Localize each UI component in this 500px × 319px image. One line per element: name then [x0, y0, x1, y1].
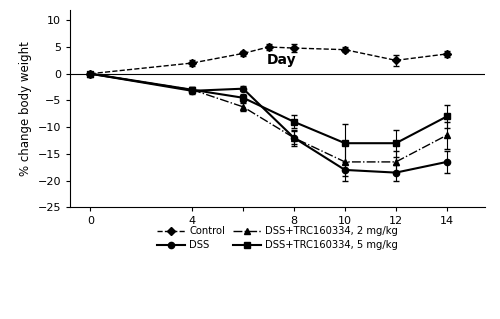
Legend: Control, DSS, DSS+TRC160334, 2 mg/kg, DSS+TRC160334, 5 mg/kg: Control, DSS, DSS+TRC160334, 2 mg/kg, DS… — [153, 222, 402, 254]
Text: 6: 6 — [240, 95, 246, 105]
Text: Day: Day — [266, 53, 296, 67]
Y-axis label: % change body weight: % change body weight — [19, 41, 32, 176]
